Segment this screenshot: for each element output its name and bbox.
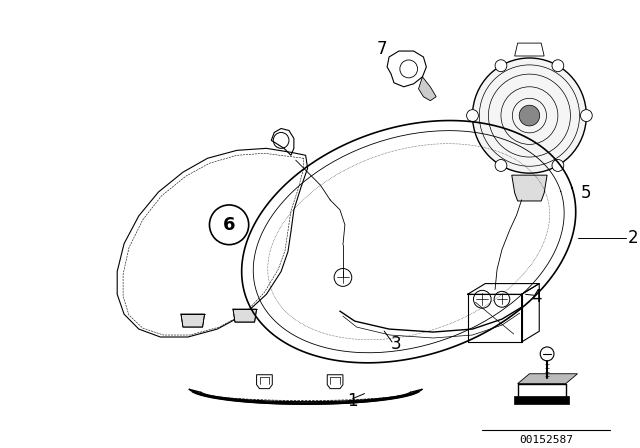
Circle shape [552,159,564,172]
Text: 7: 7 [377,40,387,58]
Circle shape [495,159,507,172]
Polygon shape [512,175,547,201]
Circle shape [552,60,564,72]
Text: 4: 4 [531,289,541,306]
Polygon shape [514,396,569,404]
Circle shape [472,58,586,173]
Circle shape [334,268,352,286]
Text: 3: 3 [390,335,401,353]
Circle shape [209,205,249,245]
Text: 2: 2 [628,229,638,247]
Polygon shape [181,314,205,327]
Polygon shape [419,77,436,101]
Polygon shape [518,374,577,383]
Text: 6: 6 [223,216,236,234]
Text: 5: 5 [581,184,591,202]
Circle shape [494,291,510,307]
Circle shape [580,110,592,121]
Text: 1: 1 [348,392,358,409]
Polygon shape [233,309,257,322]
Circle shape [467,110,478,121]
Circle shape [495,60,507,72]
Text: 00152587: 00152587 [519,435,573,445]
Circle shape [519,105,540,126]
Circle shape [474,290,491,308]
